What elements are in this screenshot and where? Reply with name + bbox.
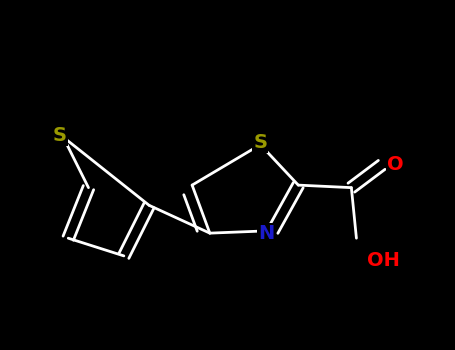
Text: S: S	[53, 126, 66, 145]
Text: S: S	[253, 133, 268, 152]
Text: O: O	[387, 155, 404, 174]
Text: OH: OH	[367, 251, 399, 271]
Text: N: N	[258, 224, 274, 243]
